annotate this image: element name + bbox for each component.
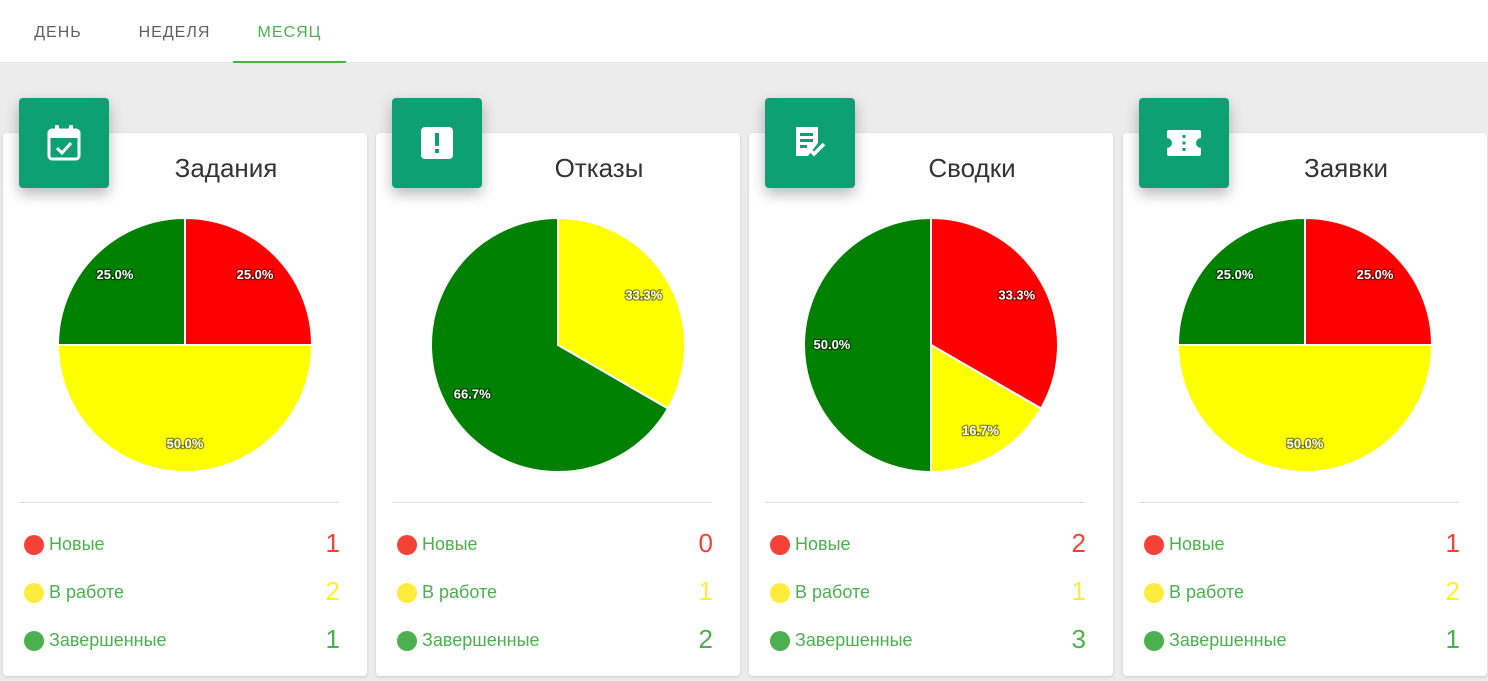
pie-slice-in-progress (930, 343, 1043, 474)
ticket-icon (1167, 130, 1201, 156)
pie-label-in-progress: 50.0% (1287, 436, 1324, 451)
legend-label-in-progress: В работе (422, 582, 498, 602)
legend-row-in-progress: В работе 1 (770, 576, 1086, 606)
count-new: 0 (698, 528, 713, 558)
legend-dot-new (397, 535, 417, 555)
legend-row-in-progress: В работе 2 (24, 576, 340, 606)
pie-label-in-progress: 50.0% (167, 436, 204, 451)
pie-label-new: 25.0% (237, 267, 274, 282)
legend-row-done: Завершенные 1 (24, 624, 340, 654)
tab-month[interactable]: МЕСЯЦ (233, 0, 346, 63)
pie-chart: 33.3% 16.7% 50.0% (803, 216, 1059, 474)
count-new: 1 (1445, 528, 1460, 558)
card-title: Задания (174, 153, 278, 183)
count-in-progress: 2 (325, 576, 340, 606)
card-title: Сводки (928, 153, 1016, 183)
divider (19, 502, 339, 503)
pie-label-done: 66.7% (454, 387, 491, 402)
legend-dot-new (24, 535, 44, 555)
card-title: Отказы (554, 153, 644, 183)
pie-label-new: 25.0% (1357, 267, 1394, 282)
tab-day[interactable]: ДЕНЬ (34, 24, 82, 41)
pie-slice-done (803, 216, 932, 474)
pie-label-done: 25.0% (1217, 267, 1254, 282)
count-in-progress: 1 (698, 576, 713, 606)
legend-dot-new (1144, 535, 1164, 555)
legend-dot-done (24, 631, 44, 651)
legend-row-in-progress: В работе 2 (1144, 576, 1460, 606)
legend-dot-in-progress (1144, 583, 1164, 603)
legend-label-done: Завершенные (422, 630, 540, 650)
pie-label-new: 33.3% (998, 287, 1035, 302)
card-refusals: Отказы 33.3% 66.7% Новые 0 В работе 1 Зав… (376, 98, 740, 676)
legend-dot-done (770, 631, 790, 651)
legend-row-done: Завершенные 3 (770, 624, 1086, 654)
count-done: 1 (1445, 624, 1460, 654)
divider (1139, 502, 1459, 503)
count-done: 1 (325, 624, 340, 654)
count-new: 2 (1071, 528, 1086, 558)
calendar-check-icon (47, 125, 81, 161)
report-check-icon (796, 127, 826, 157)
legend-dot-in-progress (770, 583, 790, 603)
legend-dot-in-progress (24, 583, 44, 603)
pie-slice-in-progress (1176, 344, 1434, 473)
card-requests-badge (1139, 98, 1229, 188)
period-tabbar: ДЕНЬ НЕДЕЛЯ МЕСЯЦ (0, 0, 1488, 63)
divider (765, 502, 1085, 503)
card-summaries: Сводки 33.3% 16.7% 50.0% Новые 2 В работе … (749, 98, 1113, 676)
legend-label-in-progress: В работе (795, 582, 871, 602)
pie-slice-done (56, 216, 186, 346)
card-tasks: Задания 25.0% 50.0% 25.0% Новые 1 В работе… (3, 98, 367, 676)
divider (392, 502, 712, 503)
pie-slice-new (184, 216, 314, 346)
legend-label-done: Завершенные (49, 630, 167, 650)
legend-row-new: Новые 1 (24, 528, 340, 558)
count-done: 2 (698, 624, 713, 654)
pie-chart: 25.0% 50.0% 25.0% (56, 216, 314, 473)
legend-label-in-progress: В работе (1169, 582, 1245, 602)
legend-row-in-progress: В работе 1 (397, 576, 713, 606)
pie-label-in-progress: 33.3% (625, 287, 662, 302)
count-done: 3 (1071, 624, 1086, 654)
tab-week[interactable]: НЕДЕЛЯ (138, 24, 211, 41)
card-refusals-badge (392, 98, 482, 188)
pie-chart: 25.0% 50.0% 25.0% (1176, 216, 1434, 473)
legend-label-new: Новые (422, 534, 478, 554)
legend-row-new: Новые 1 (1144, 528, 1460, 558)
pie-slice-done (1176, 216, 1306, 346)
legend-label-new: Новые (795, 534, 851, 554)
card-requests: Заявки 25.0% 50.0% 25.0% Новые 1 В работе … (1123, 98, 1487, 676)
pie-chart: 33.3% 66.7% (430, 216, 686, 473)
legend-row-done: Завершенные 1 (1144, 624, 1460, 654)
legend-label-done: Завершенные (795, 630, 913, 650)
alert-icon (421, 127, 453, 159)
legend-dot-in-progress (397, 583, 417, 603)
legend-label-new: Новые (49, 534, 105, 554)
count-in-progress: 2 (1445, 576, 1460, 606)
pie-slice-in-progress (56, 344, 314, 473)
pie-slice-new (930, 216, 1059, 410)
legend-row-new: Новые 0 (397, 528, 713, 558)
legend-label-done: Завершенные (1169, 630, 1287, 650)
legend-dot-done (1144, 631, 1164, 651)
pie-label-done: 25.0% (97, 267, 134, 282)
pie-label-done: 50.0% (814, 337, 851, 352)
card-tasks-badge (19, 98, 109, 188)
legend-dot-new (770, 535, 790, 555)
pie-slice-done (430, 216, 670, 473)
pie-label-in-progress: 16.7% (962, 423, 999, 438)
pie-slice-in-progress (557, 216, 686, 410)
legend-label-in-progress: В работе (49, 582, 125, 602)
legend-row-done: Завершенные 2 (397, 624, 713, 654)
legend-dot-done (397, 631, 417, 651)
legend-label-new: Новые (1169, 534, 1225, 554)
pie-slice-new (1304, 216, 1434, 346)
count-new: 1 (325, 528, 340, 558)
count-in-progress: 1 (1071, 576, 1086, 606)
legend-row-new: Новые 2 (770, 528, 1086, 558)
card-summaries-badge (765, 98, 855, 188)
card-title: Заявки (1304, 153, 1388, 183)
